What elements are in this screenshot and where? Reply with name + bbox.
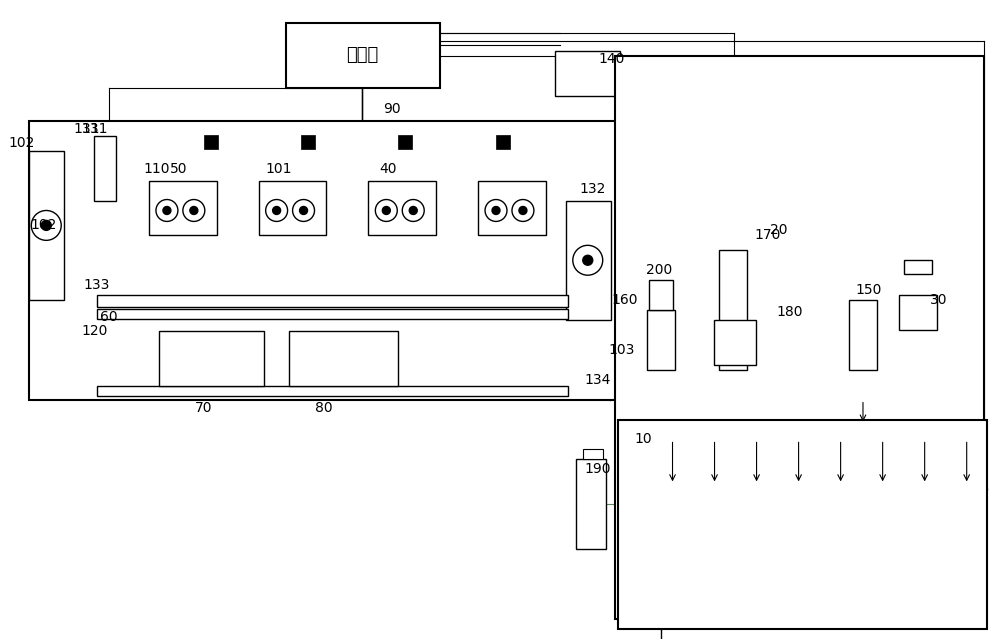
Circle shape — [41, 220, 51, 230]
Text: 160: 160 — [611, 293, 638, 307]
Circle shape — [512, 200, 534, 221]
Bar — [398, 135, 412, 148]
Text: 101: 101 — [265, 162, 292, 175]
Bar — [478, 180, 546, 236]
Circle shape — [485, 200, 507, 221]
Circle shape — [492, 207, 500, 214]
Bar — [714, 320, 756, 365]
Bar — [849, 300, 877, 370]
Text: 131: 131 — [74, 122, 100, 136]
Circle shape — [156, 200, 178, 221]
Text: 30: 30 — [930, 293, 948, 307]
Text: 40: 40 — [380, 162, 397, 175]
Circle shape — [573, 245, 603, 275]
Bar — [368, 180, 436, 236]
Bar — [204, 135, 218, 148]
Bar — [899, 295, 937, 330]
Circle shape — [402, 200, 424, 221]
Circle shape — [293, 200, 315, 221]
Bar — [618, 420, 987, 628]
Bar — [904, 260, 932, 274]
Bar — [301, 135, 315, 148]
Text: 110: 110 — [144, 162, 170, 175]
Text: 131: 131 — [82, 122, 108, 136]
Text: 133: 133 — [84, 278, 110, 292]
Text: 180: 180 — [776, 305, 802, 319]
Circle shape — [300, 207, 308, 214]
Text: 50: 50 — [170, 162, 188, 175]
Bar — [647, 310, 675, 370]
Bar — [555, 51, 620, 96]
Bar — [29, 151, 64, 300]
Text: 132: 132 — [580, 182, 606, 196]
Bar — [576, 460, 606, 549]
Bar — [94, 136, 116, 200]
Text: 170: 170 — [754, 228, 780, 243]
Text: 200: 200 — [646, 263, 673, 277]
Text: 60: 60 — [100, 310, 118, 324]
Circle shape — [266, 200, 288, 221]
Text: 102: 102 — [8, 136, 35, 150]
Text: 140: 140 — [599, 52, 625, 66]
Bar — [649, 280, 673, 310]
Bar — [29, 121, 618, 399]
Bar — [286, 23, 440, 88]
Circle shape — [31, 211, 61, 241]
Text: 134: 134 — [585, 372, 611, 387]
Circle shape — [375, 200, 397, 221]
Circle shape — [183, 200, 205, 221]
Bar — [149, 180, 217, 236]
Text: 103: 103 — [608, 343, 635, 357]
Text: 150: 150 — [856, 283, 882, 297]
Bar — [583, 449, 603, 460]
Text: 70: 70 — [195, 401, 213, 415]
Text: 90: 90 — [383, 102, 401, 116]
Bar — [97, 386, 568, 396]
Circle shape — [190, 207, 198, 214]
Bar — [615, 56, 984, 619]
Bar — [566, 200, 611, 320]
Text: 20: 20 — [770, 223, 788, 237]
Bar — [159, 331, 264, 386]
Circle shape — [382, 207, 390, 214]
Bar — [259, 180, 326, 236]
Text: 10: 10 — [635, 433, 652, 447]
Bar — [97, 295, 568, 307]
Circle shape — [409, 207, 417, 214]
Bar — [496, 135, 510, 148]
Text: 控制器: 控制器 — [346, 46, 379, 64]
Text: 120: 120 — [81, 324, 107, 338]
Circle shape — [519, 207, 527, 214]
Bar — [719, 250, 747, 370]
Circle shape — [583, 255, 593, 265]
Text: 102: 102 — [30, 218, 56, 232]
Bar — [97, 309, 568, 319]
Bar — [289, 331, 398, 386]
Circle shape — [163, 207, 171, 214]
Text: 80: 80 — [315, 401, 332, 415]
Text: 190: 190 — [584, 462, 611, 476]
Circle shape — [273, 207, 281, 214]
